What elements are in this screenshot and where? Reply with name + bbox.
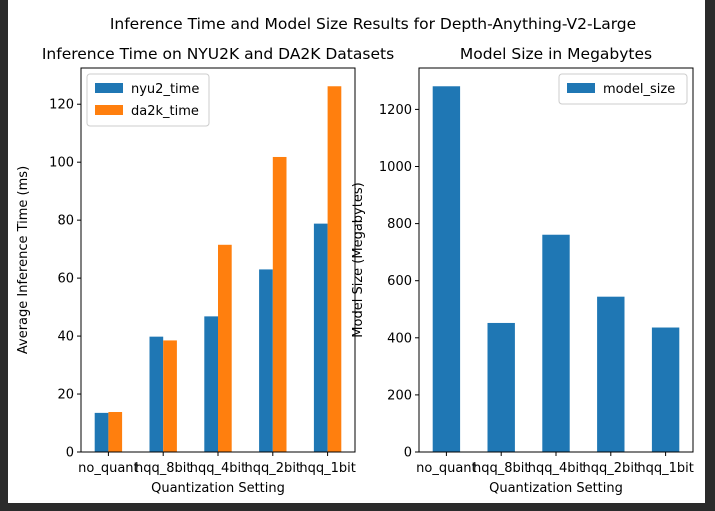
chart-inference-time: Inference Time on NYU2K and DA2K Dataset… — [16, 45, 394, 496]
x-axis-label: Quantization Setting — [151, 481, 285, 496]
chart-model-size: Model Size in Megabytes 0 200 400 600 800 1000… — [351, 45, 694, 496]
bar-da2k_time — [163, 340, 177, 452]
x-tick-label: no_quant — [78, 461, 139, 476]
legend-label: nyu2_time — [131, 82, 199, 97]
bar-model_size — [542, 234, 570, 452]
x-tick-label: no_quant — [416, 461, 477, 476]
bar-nyu2_time — [259, 269, 273, 452]
bar-model_size — [487, 322, 515, 452]
bar-nyu2_time — [149, 336, 164, 452]
y-tick-label: 200 — [387, 388, 412, 403]
legend-swatch — [95, 83, 123, 93]
x-tick-label: hqq_1bit — [299, 461, 355, 476]
figure-svg: Inference Time and Model Size Results fo… — [16, 15, 694, 496]
bar-da2k_time — [327, 86, 342, 452]
y-tick-label: 120 — [49, 98, 74, 113]
y-tick-label: 0 — [66, 446, 74, 461]
x-tick-label: hqq_2bit — [583, 461, 639, 476]
chart-title: Inference Time on NYU2K and DA2K Dataset… — [42, 45, 394, 63]
bar-model_size — [432, 86, 461, 452]
y-tick-label: 1000 — [379, 160, 412, 175]
bar-model_size — [597, 296, 625, 452]
y-axis-label: Average Inference Time (ms) — [16, 166, 31, 354]
x-tick-label: hqq_8bit — [135, 461, 191, 476]
legend: nyu2_time da2k_time — [86, 73, 210, 127]
y-axis-label: Model Size (Megabytes) — [351, 182, 366, 337]
bar-model_size — [651, 327, 680, 452]
y-tick-label: 80 — [57, 214, 74, 229]
y-tick-label: 100 — [49, 156, 74, 171]
legend: model_size — [558, 73, 688, 105]
bar-nyu2_time — [204, 316, 218, 452]
legend-label: model_size — [603, 82, 675, 97]
x-tick-label: hqq_8bit — [473, 461, 529, 476]
bar-da2k_time — [272, 156, 287, 452]
bar-nyu2_time — [313, 223, 328, 452]
x-tick-label: hqq_4bit — [190, 461, 246, 476]
y-tick-label: 0 — [404, 446, 412, 461]
y-tick-label: 600 — [387, 274, 412, 289]
y-tick-label: 400 — [387, 331, 412, 346]
bar-nyu2_time — [94, 412, 109, 452]
figure-canvas: Inference Time and Model Size Results fo… — [8, 0, 705, 503]
x-tick-label: hqq_4bit — [528, 461, 584, 476]
legend-swatch — [95, 105, 123, 115]
figure-suptitle: Inference Time and Model Size Results fo… — [110, 15, 636, 33]
y-tick-label: 60 — [57, 272, 74, 287]
y-tick-label: 20 — [57, 388, 74, 403]
bar-da2k_time — [108, 412, 123, 452]
x-axis-label: Quantization Setting — [489, 481, 623, 496]
legend-label: da2k_time — [131, 104, 199, 119]
y-tick-label: 40 — [57, 330, 74, 345]
y-tick-label: 1200 — [379, 103, 412, 118]
y-tick-label: 800 — [387, 217, 412, 232]
legend-swatch — [567, 83, 595, 93]
legend-box — [558, 73, 688, 105]
bar-da2k_time — [218, 244, 232, 452]
x-tick-label: hqq_1bit — [637, 461, 693, 476]
chart-title: Model Size in Megabytes — [460, 45, 652, 63]
x-tick-label: hqq_2bit — [245, 461, 301, 476]
